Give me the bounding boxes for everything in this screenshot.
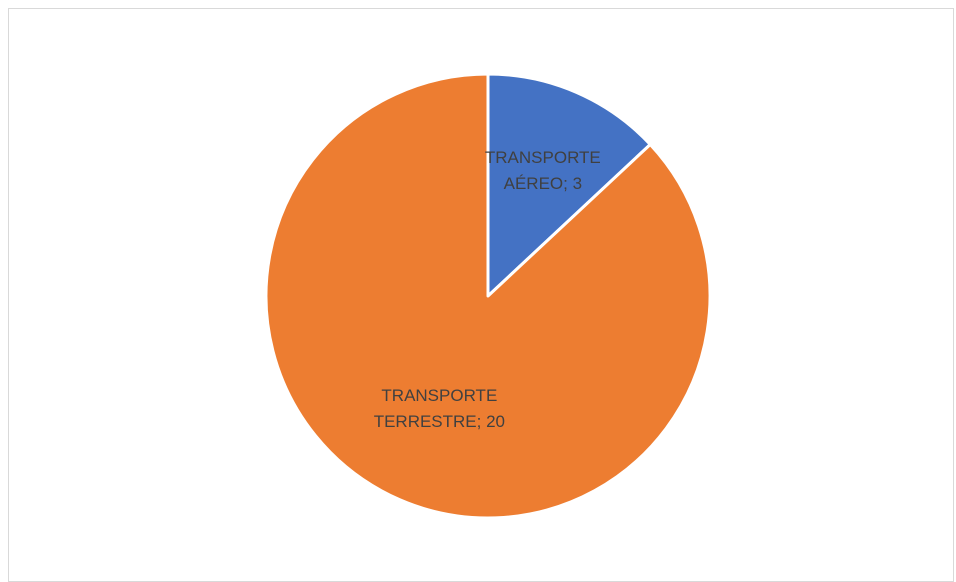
data-label-transporte-terrestre: TRANSPORTE TERRESTRE; 20 (374, 386, 505, 431)
data-label-line: TRANSPORTE (381, 386, 497, 405)
pie-data-labels: TRANSPORTE AÉREO; 3 TRANSPORTE TERRESTRE; 2… (374, 148, 601, 431)
data-label-line: AÉREO; 3 (504, 174, 582, 193)
data-label-transporte-aereo: TRANSPORTE AÉREO; 3 (485, 148, 601, 193)
pie-slice-transporte-terrestre (264, 72, 712, 520)
data-label-line: TERRESTRE; 20 (374, 412, 505, 431)
pie-slices (264, 72, 712, 520)
pie-slice-transporte-aereo (486, 72, 652, 298)
data-label-line: TRANSPORTE (485, 148, 601, 167)
